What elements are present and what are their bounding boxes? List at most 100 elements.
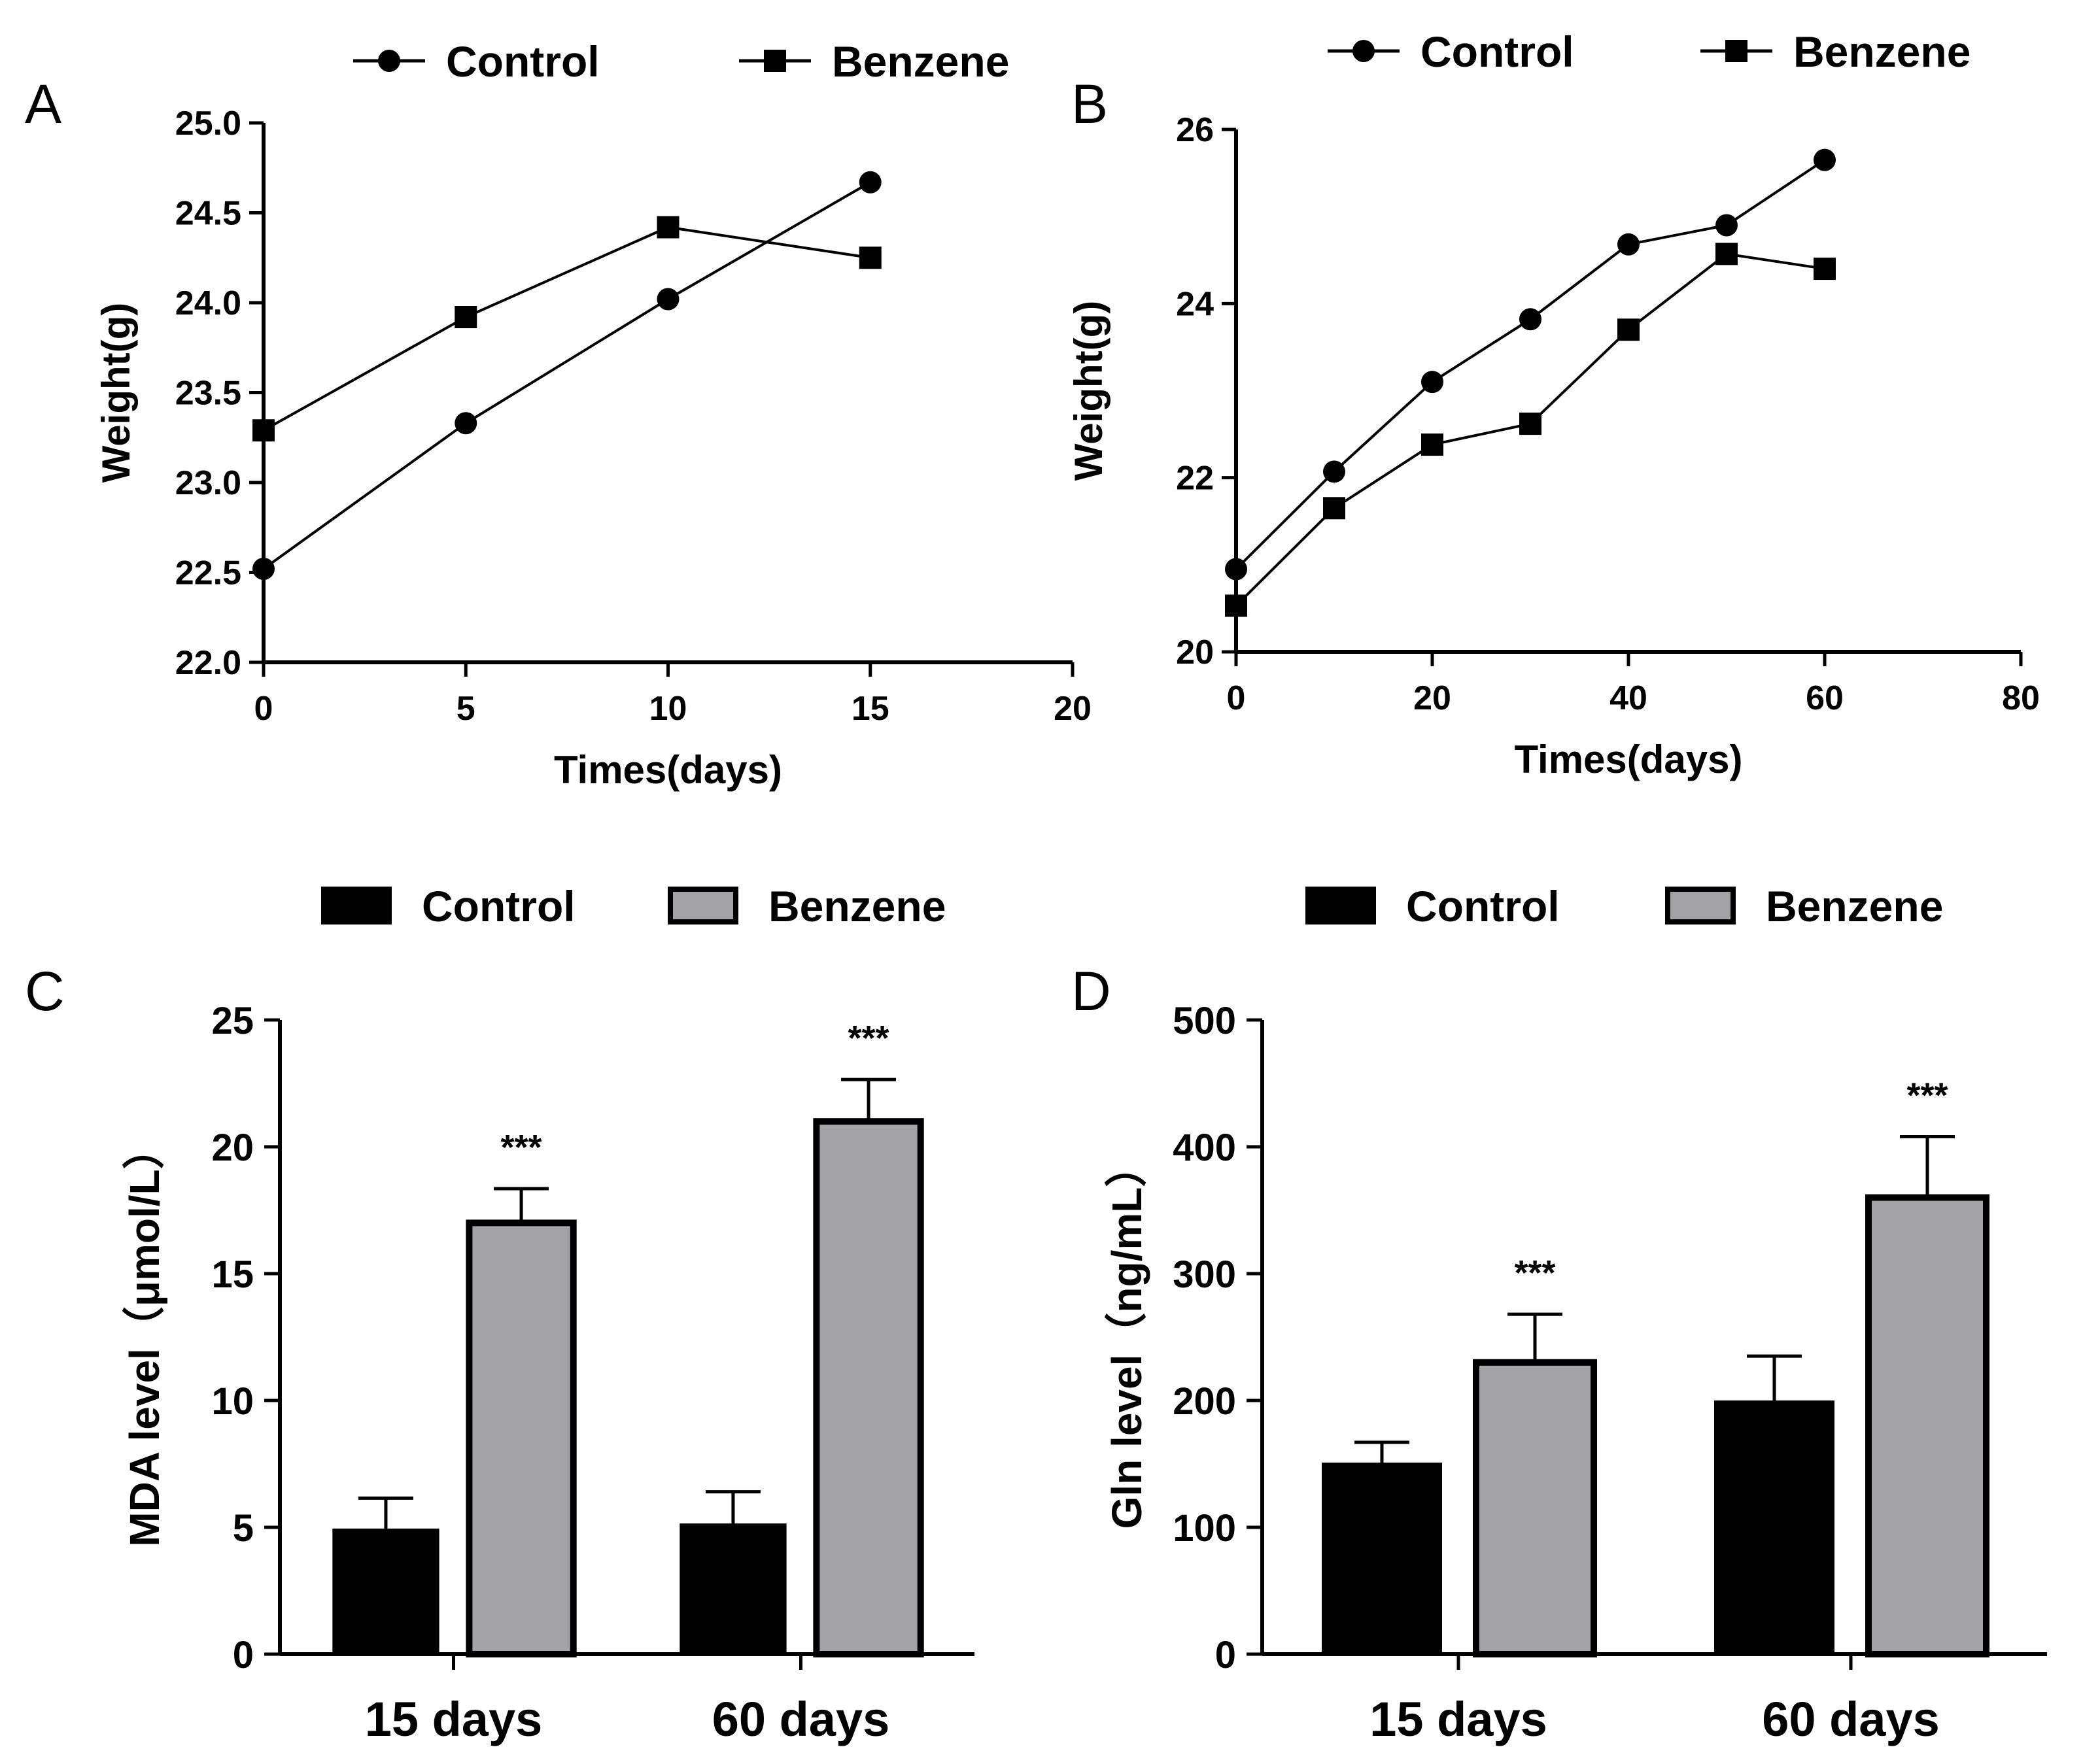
chart-panel-b: B Control Benzene 0 20 40 60 80 20 22 24 26 Times(da…: [1067, 27, 2040, 781]
panel-label: C: [25, 960, 65, 1022]
data-point-control: [1421, 371, 1443, 394]
y-tick-label: 400: [1173, 1127, 1236, 1169]
y-tick-label: 200: [1173, 1380, 1236, 1423]
legend-label-benzene: Benzene: [768, 882, 946, 930]
series-line-control: [262, 181, 871, 570]
y-tick-label: 24: [1176, 285, 1214, 323]
chart-panel-a: A Control Benzene 0 5 10 15 20 22.0 22.5 23.0 23.5 2…: [25, 37, 1092, 792]
y-tick-label: 26: [1176, 111, 1214, 149]
data-point-benzene: [1323, 497, 1345, 520]
data-point-control: [859, 171, 882, 194]
y-tick-label: 500: [1173, 1000, 1236, 1042]
bar-control: [680, 1523, 787, 1656]
series-line-benzene: [263, 226, 871, 432]
data-point-control: [252, 558, 275, 580]
y-tick-label: 24.5: [175, 195, 241, 233]
bar-benzene: [1473, 1359, 1597, 1658]
y-tick-label: 0: [233, 1634, 254, 1676]
legend-label-benzene: Benzene: [1766, 882, 1943, 930]
legend-label-control: Control: [422, 882, 576, 930]
data-point-control: [1323, 460, 1345, 483]
y-tick-label: 5: [233, 1507, 254, 1550]
data-point-benzene: [455, 306, 477, 328]
legend-marker-circle: [378, 50, 400, 72]
y-tick-label: 300: [1173, 1253, 1236, 1296]
legend-label-benzene: Benzene: [832, 37, 1009, 86]
y-tick-label: 25.0: [175, 105, 241, 143]
chart-panel-c: C Control Benzene 0 5 10 15 20 25 MDA level（μmol/…: [25, 882, 974, 1746]
data-point-control: [1519, 308, 1541, 331]
legend-marker-square: [1725, 40, 1747, 62]
y-tick-label: 25: [211, 1000, 254, 1042]
x-tick-label: 40: [1609, 679, 1647, 717]
y-tick-label: 24.0: [175, 284, 241, 322]
data-point-benzene: [657, 216, 680, 239]
legend-marker-circle: [1352, 40, 1375, 62]
category-label: 60 days: [712, 1692, 890, 1746]
x-tick-label: 0: [254, 690, 273, 728]
y-axis-title: MDA level（μmol/L）: [121, 1127, 168, 1546]
data-point-benzene: [1421, 433, 1443, 456]
category-label: 15 days: [1369, 1692, 1547, 1746]
data-point-control: [455, 412, 477, 435]
bar-control: [1322, 1463, 1442, 1655]
legend-swatch-benzene: [1665, 887, 1736, 924]
data-point-benzene: [1225, 594, 1247, 617]
data-point-control: [1617, 233, 1640, 256]
legend-label-control: Control: [446, 37, 600, 86]
legend-swatch-control: [321, 887, 392, 924]
x-axis-title: Times(days): [1514, 738, 1742, 781]
panel-label: D: [1071, 960, 1111, 1022]
data-point-control: [1814, 148, 1836, 171]
significance-label: ***: [1514, 1253, 1555, 1293]
x-tick-label: 80: [2002, 679, 2040, 717]
y-tick-label: 23.5: [175, 375, 241, 413]
panel-label: A: [25, 73, 61, 135]
y-axis-title: Weight(g): [1067, 301, 1110, 481]
y-tick-label: 22.0: [175, 644, 241, 682]
data-point-benzene: [1617, 318, 1640, 341]
y-axis-title: Weight(g): [94, 303, 138, 483]
category-label: 60 days: [1762, 1692, 1940, 1746]
legend-label-control: Control: [1406, 882, 1560, 930]
data-point-benzene: [1814, 258, 1836, 280]
bar-control: [1714, 1400, 1834, 1655]
y-tick-label: 100: [1173, 1507, 1236, 1550]
y-axis-title: Gln level（ng/mL）: [1103, 1145, 1150, 1529]
x-tick-label: 15: [852, 690, 889, 728]
y-tick-label: 10: [211, 1380, 254, 1423]
legend-label-control: Control: [1420, 27, 1574, 76]
x-tick-label: 5: [456, 690, 475, 728]
y-tick-label: 22: [1176, 460, 1214, 498]
significance-label: ***: [848, 1019, 889, 1058]
significance-label: ***: [1906, 1076, 1948, 1115]
y-tick-label: 0: [1215, 1634, 1236, 1676]
x-tick-label: 20: [1413, 679, 1451, 717]
data-point-benzene: [859, 246, 882, 269]
legend-marker-square: [764, 50, 786, 72]
x-tick-label: 0: [1227, 679, 1246, 717]
significance-label: ***: [501, 1128, 542, 1167]
y-tick-label: 23.0: [175, 464, 241, 502]
legend-label-benzene: Benzene: [1793, 27, 1971, 76]
bar-benzene: [1865, 1194, 1989, 1657]
panel-label: B: [1071, 73, 1108, 135]
data-point-control: [657, 288, 680, 311]
y-tick-label: 15: [211, 1253, 254, 1296]
data-point-control: [1225, 558, 1247, 581]
y-tick-label: 22.5: [175, 554, 241, 592]
data-point-benzene: [1519, 413, 1541, 435]
data-point-benzene: [252, 419, 275, 442]
x-tick-label: 10: [649, 690, 687, 728]
legend-swatch-control: [1305, 887, 1376, 924]
y-tick-label: 20: [1176, 634, 1214, 671]
bar-benzene: [466, 1219, 577, 1657]
legend-swatch-benzene: [668, 887, 738, 924]
data-point-control: [1715, 214, 1738, 237]
data-point-benzene: [1715, 243, 1738, 265]
bar-control: [332, 1528, 439, 1655]
category-label: 15 days: [365, 1692, 543, 1746]
chart-panel-d: D Control Benzene 0 100 200 300 400 500 Gln level…: [1071, 882, 2047, 1746]
bar-benzene: [813, 1118, 924, 1657]
